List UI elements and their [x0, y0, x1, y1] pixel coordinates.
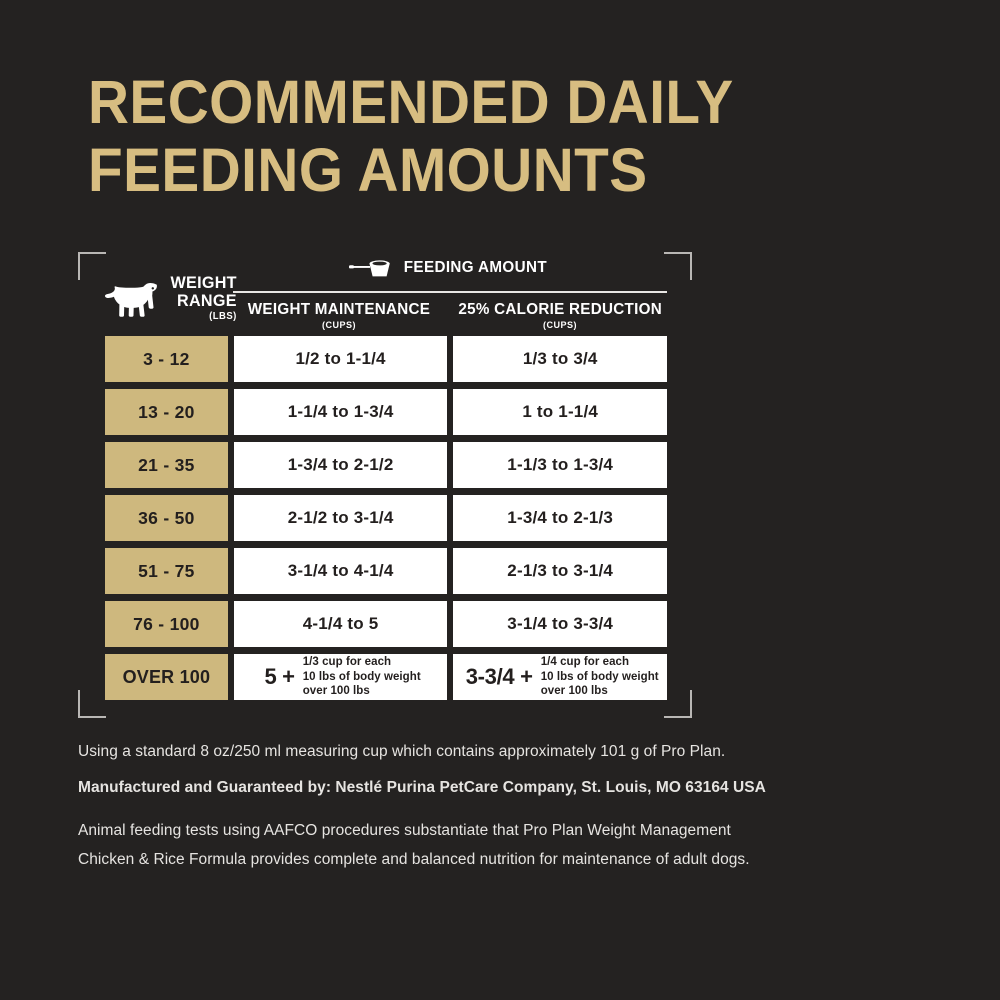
cell-calorie-reduction: 1/3 to 3/4 [453, 336, 667, 382]
cell-calorie-reduction: 3-1/4 to 3-3/4 [453, 601, 667, 647]
cell-calorie-reduction: 3-3/4 + 1/4 cup for each 10 lbs of body … [453, 654, 667, 700]
feeding-amount-label: FEEDING AMOUNT [403, 259, 547, 276]
feeding-amounts-table: FEEDING AMOUNT WEIGHT RANGE (LBS) WEIGHT… [105, 256, 667, 707]
column-header-weight-maintenance-unit: (CUPS) [322, 320, 356, 331]
cell-weight-range: OVER 100 [105, 654, 228, 700]
measuring-cup-icon [348, 260, 390, 277]
cell-weight-maintenance: 1-3/4 to 2-1/2 [233, 442, 448, 488]
note-line-1: 1/4 cup for each [540, 656, 630, 669]
cell-weight-range: 13 - 20 [105, 389, 228, 435]
note-line-2: 10 lbs of body weight [540, 670, 659, 683]
cell-maintenance-note: 1/3 cup for each 10 lbs of body weight o… [303, 655, 421, 699]
cell-weight-maintenance: 1-1/4 to 1-3/4 [233, 389, 448, 435]
column-header-calorie-reduction: 25% CALORIE REDUCTION (CUPS) [453, 300, 667, 332]
page-title-line-1: RECOMMENDED DAILY [88, 68, 734, 136]
table-row: 13 - 20 1-1/4 to 1-3/4 1 to 1-1/4 [105, 389, 667, 435]
footer-aafco-line-1: Animal feeding tests using AAFCO procedu… [78, 822, 731, 839]
footer-notes: Using a standard 8 oz/250 ml measuring c… [78, 738, 918, 874]
note-line-2: 10 lbs of body weight [302, 670, 421, 683]
cell-weight-maintenance: 1/2 to 1-1/4 [233, 336, 448, 382]
bracket-bottom-right [664, 690, 692, 718]
footer-aafco-line-2: Chicken & Rice Formula provides complete… [78, 851, 750, 868]
weight-range-header: WEIGHT RANGE (LBS) [105, 274, 237, 334]
table-header: FEEDING AMOUNT WEIGHT RANGE (LBS) WEIGHT… [105, 256, 667, 336]
cell-maintenance-amount: 5 + [264, 664, 295, 689]
cell-weight-maintenance: 2-1/2 to 3-1/4 [233, 495, 448, 541]
table-row: 3 - 12 1/2 to 1-1/4 1/3 to 3/4 [105, 336, 667, 382]
table-body: 3 - 12 1/2 to 1-1/4 1/3 to 3/4 13 - 20 1… [105, 336, 667, 700]
footer-cup-note: Using a standard 8 oz/250 ml measuring c… [78, 743, 726, 760]
cell-weight-maintenance: 4-1/4 to 5 [233, 601, 448, 647]
weight-range-label-line-2: RANGE [177, 291, 237, 310]
table-row-over-100: OVER 100 5 + 1/3 cup for each 10 lbs of … [105, 654, 667, 700]
table-row: 21 - 35 1-3/4 to 2-1/2 1-1/3 to 1-3/4 [105, 442, 667, 488]
column-header-weight-maintenance: WEIGHT MAINTENANCE (CUPS) [232, 300, 446, 332]
dog-silhouette-icon [105, 283, 157, 317]
cell-weight-range: 76 - 100 [105, 601, 228, 647]
note-line-1: 1/3 cup for each [302, 656, 392, 669]
cell-weight-range: 36 - 50 [105, 495, 228, 541]
page-title: RECOMMENDED DAILY FEEDING AMOUNTS [88, 68, 748, 204]
column-header-weight-maintenance-label: WEIGHT MAINTENANCE [247, 301, 431, 318]
feeding-amount-group-header: FEEDING AMOUNT [232, 256, 667, 280]
table-row: 51 - 75 3-1/4 to 4-1/4 2-1/3 to 3-1/4 [105, 548, 667, 594]
cell-weight-range: 21 - 35 [105, 442, 228, 488]
table-row: 36 - 50 2-1/2 to 3-1/4 1-3/4 to 2-1/3 [105, 495, 667, 541]
bracket-bottom-left [78, 690, 106, 718]
bracket-top-right [664, 252, 692, 280]
cell-weight-range: 51 - 75 [105, 548, 228, 594]
page-title-line-2: FEEDING AMOUNTS [88, 136, 648, 204]
bracket-top-left [78, 252, 106, 280]
cell-calorie-reduction: 1 to 1-1/4 [453, 389, 667, 435]
note-line-3: over 100 lbs [302, 685, 370, 698]
cell-reduction-note: 1/4 cup for each 10 lbs of body weight o… [541, 655, 659, 699]
note-line-3: over 100 lbs [540, 685, 608, 698]
column-header-calorie-reduction-unit: (CUPS) [543, 320, 577, 331]
footer-aafco-statement: Animal feeding tests using AAFCO procedu… [78, 816, 918, 874]
footer-manufacturer: Manufactured and Guaranteed by: Nestlé P… [78, 779, 766, 796]
cell-calorie-reduction: 2-1/3 to 3-1/4 [453, 548, 667, 594]
column-header-calorie-reduction-label: 25% CALORIE REDUCTION [458, 301, 662, 318]
cell-weight-maintenance: 3-1/4 to 4-1/4 [233, 548, 448, 594]
header-divider-line [233, 291, 667, 293]
weight-range-label-line-1: WEIGHT [170, 273, 237, 292]
cell-calorie-reduction: 1-1/3 to 1-3/4 [453, 442, 667, 488]
cell-reduction-amount: 3-3/4 + [465, 664, 533, 689]
table-row: 76 - 100 4-1/4 to 5 3-1/4 to 3-3/4 [105, 601, 667, 647]
weight-range-unit: (LBS) [209, 311, 237, 322]
cell-calorie-reduction: 1-3/4 to 2-1/3 [453, 495, 667, 541]
cell-weight-range: 3 - 12 [105, 336, 228, 382]
cell-weight-maintenance: 5 + 1/3 cup for each 10 lbs of body weig… [233, 654, 448, 700]
